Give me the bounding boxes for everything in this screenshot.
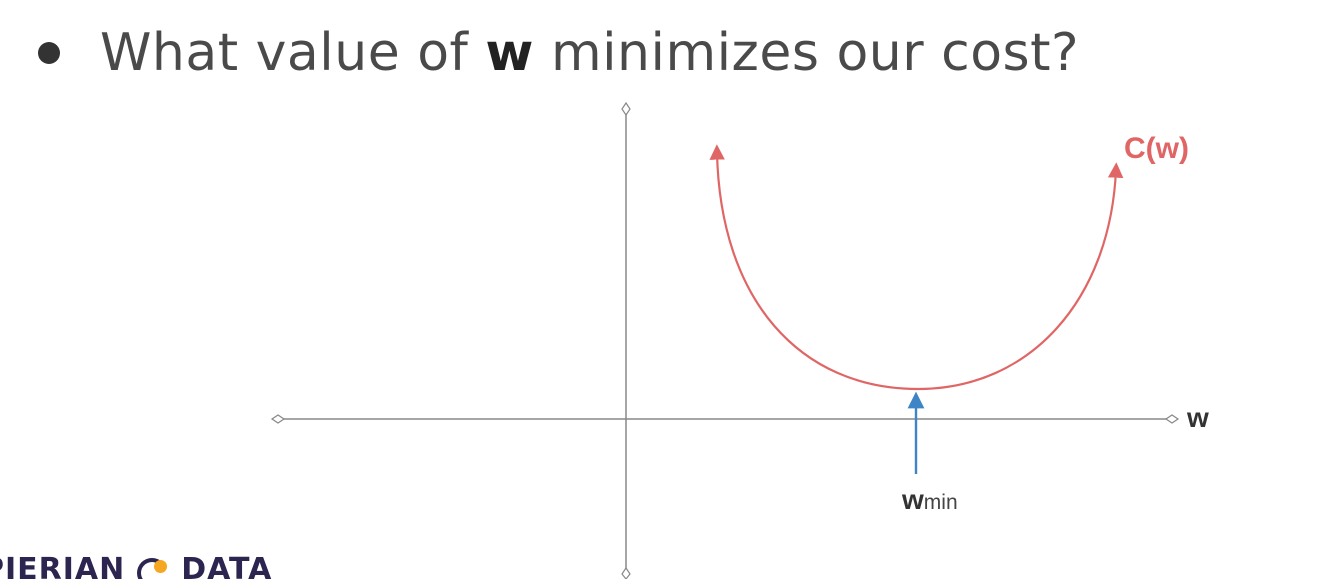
curve-label: C(w)	[1124, 132, 1189, 165]
w-min-label: wmin	[901, 484, 958, 515]
bullet-question: What value of w minimizes our cost?	[38, 18, 1079, 88]
w-min-label-sub: min	[924, 491, 958, 514]
logo-text-left: PIERIAN	[0, 552, 126, 579]
bullet-dot-icon	[38, 42, 60, 64]
x-axis-right-end-icon	[1164, 414, 1180, 424]
bullet-text-bold: w	[485, 23, 534, 83]
logo-ring-icon	[137, 558, 168, 579]
logo-dot-icon	[154, 560, 168, 573]
logo-mark-icon	[135, 556, 175, 579]
y-axis-bottom-end-icon	[621, 566, 631, 579]
w-min-label-main: w	[901, 484, 924, 515]
y-axis-top-end-icon	[621, 101, 631, 117]
bullet-text-suffix: minimizes our cost?	[533, 23, 1080, 83]
bullet-text: What value of w minimizes our cost?	[100, 23, 1079, 83]
x-axis-left-end-icon	[270, 414, 286, 424]
logo-text-right: DATA	[181, 552, 273, 579]
bullet-text-prefix: What value of	[100, 23, 486, 83]
cost-curve	[709, 144, 1124, 391]
x-axis-label: w	[1186, 402, 1209, 433]
pierian-data-logo: PIERIAN DATA	[0, 552, 272, 579]
